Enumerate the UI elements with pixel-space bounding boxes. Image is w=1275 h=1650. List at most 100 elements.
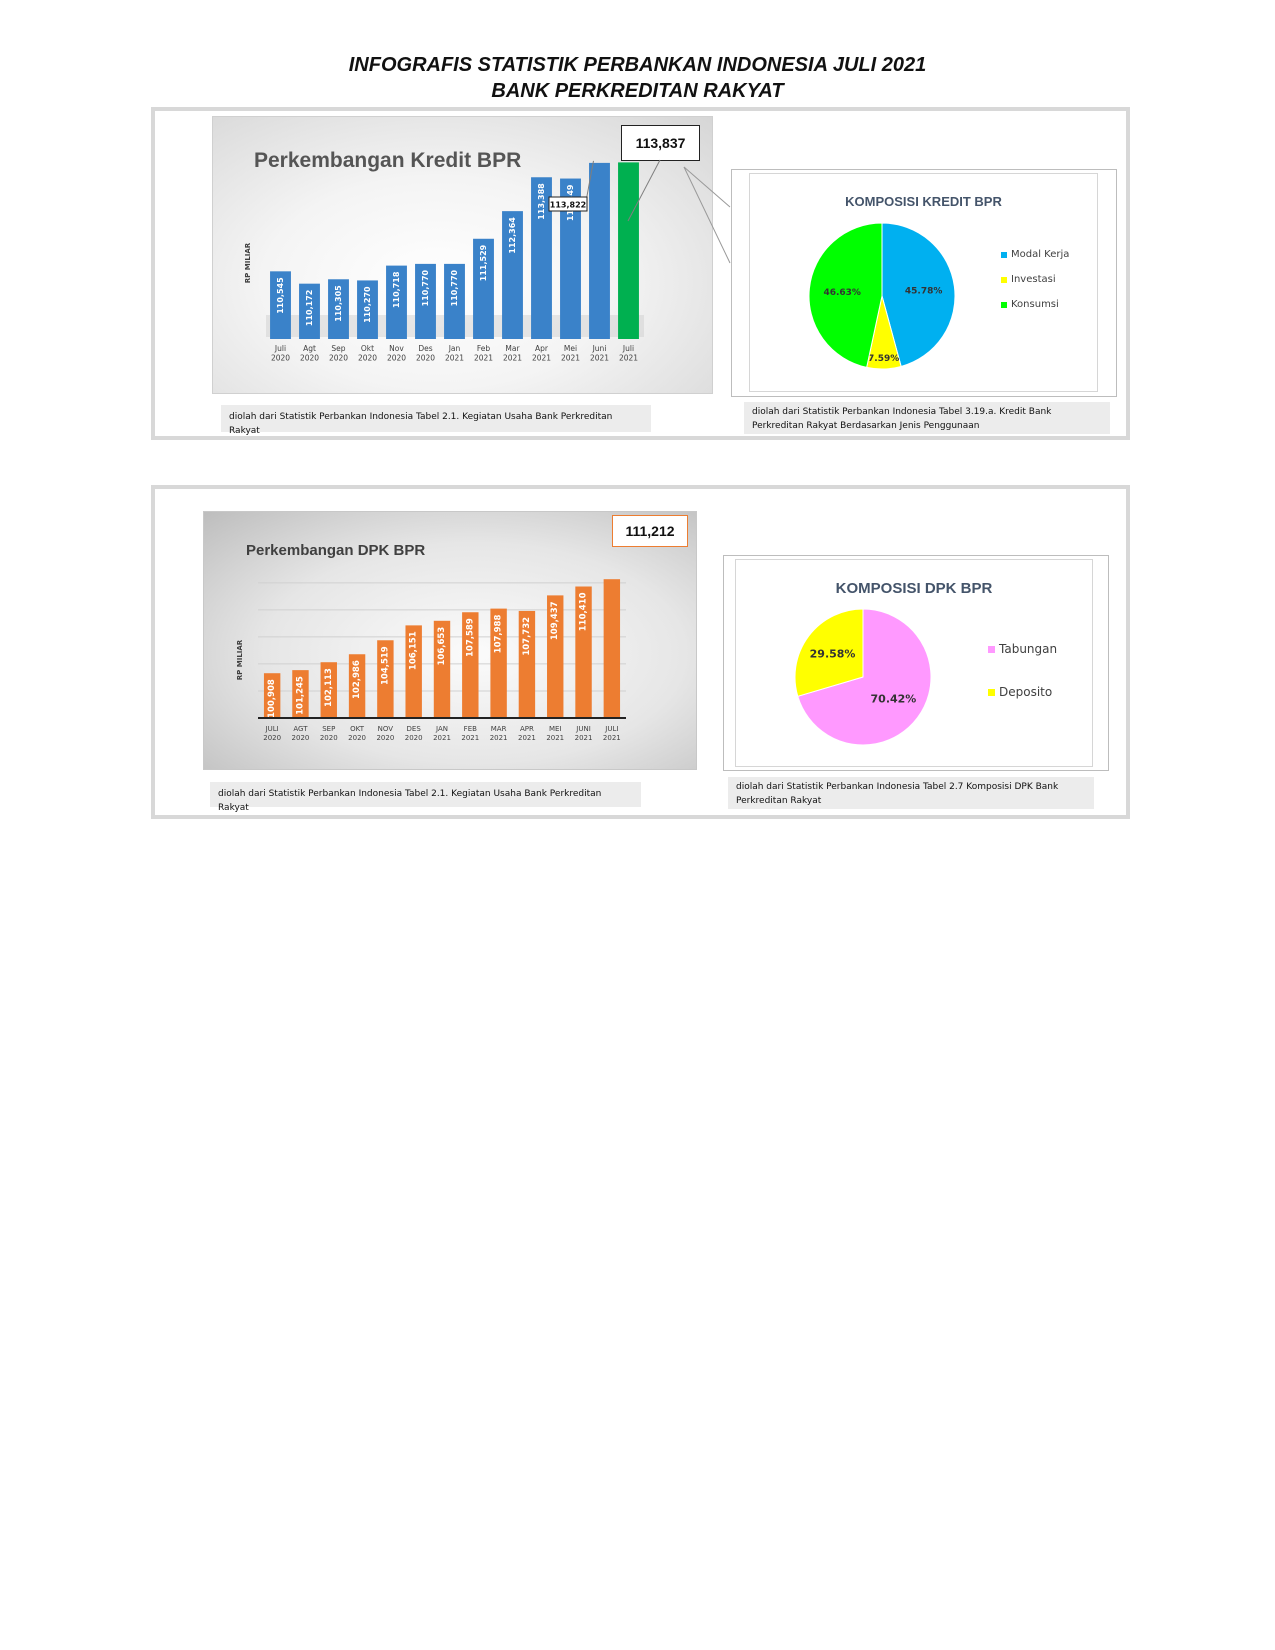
bar [292,670,309,718]
legend-swatch [988,688,995,696]
pie-data-label: 7.59% [868,354,899,364]
x-tick-label: 2021 [445,354,464,363]
bar [462,612,479,718]
pie-slice [808,222,883,368]
legend-label: Deposito [999,685,1053,699]
bar [547,595,564,718]
bar [560,178,581,339]
x-tick-label: Nov [389,344,404,353]
x-tick-label: 2021 [490,734,508,742]
legend-swatch [1001,251,1007,258]
y-axis-label: RP MILIAR [236,639,244,680]
x-tick-label: 2020 [320,734,338,742]
x-tick-label: 2020 [405,734,423,742]
data-label: 104,519 [380,646,390,685]
pie-slice [794,608,864,697]
dpk-pie-title: KOMPOSISI DPK BPR [835,580,993,597]
dpk-bar-chart: Perkembangan DPK BPR 100,908 JULI 2020 101,… [203,511,697,770]
x-tick-label: 2021 [518,734,536,742]
bar [328,279,349,339]
kredit-pie-source-note: diolah dari Statistik Perbankan Indonesi… [744,402,1110,434]
legend-label: Investasi [1011,274,1056,285]
bar [444,263,465,339]
legend-item: Deposito [988,685,1052,699]
x-tick-label: SEP [322,725,335,733]
data-label: 106,653 [437,627,447,666]
bar [320,662,337,718]
x-tick-label: OKT [350,725,365,733]
y-axis-label: RP MILIAR [244,242,252,283]
data-label: 101,245 [295,676,305,715]
bar [415,263,436,339]
x-tick-label: Sep [331,344,345,353]
x-tick-label: 2021 [603,734,621,742]
x-tick-label: 2020 [329,354,348,363]
bar [603,579,621,718]
x-tick-label: Jan [448,344,461,353]
bar [490,608,507,718]
pie-data-label: 70.42% [871,693,917,706]
x-tick-label: 2021 [433,734,451,742]
x-tick-label: FEB [464,725,477,733]
x-tick-label: MEI [549,725,562,733]
data-label: 110,545 [276,277,285,314]
legend-item: Konsumsi [1001,299,1059,310]
x-tick-label: AGT [293,725,308,733]
x-tick-label: MAR [491,725,507,733]
bar [589,162,610,339]
bar [377,640,394,718]
x-tick-label: 2020 [263,734,281,742]
x-tick-label: 2021 [546,734,564,742]
page-title: INFOGRAFIS STATISTIK PERBANKAN INDONESIA… [348,54,927,76]
x-tick-label: 2020 [292,734,310,742]
dpk-source-note: diolah dari Statistik Perbankan Indonesi… [210,782,641,813]
legend-item: Modal Kerja [1001,249,1069,260]
data-label: 107,589 [465,618,475,657]
kredit-pie-svg: 45.78% 7.59% 46.63% [808,222,956,370]
x-tick-label: 2021 [561,354,580,363]
x-tick-label: Juli [622,344,634,353]
data-label: 110,305 [334,285,343,322]
data-label: 110,770 [450,269,459,306]
dpk-chart-title: Perkembangan DPK BPR [246,542,426,559]
legend-item: Investasi [1001,274,1056,285]
x-tick-label: 2020 [387,354,406,363]
x-tick-label: 2020 [271,354,290,363]
data-label: 109,437 [550,601,560,640]
kredit-source-note: diolah dari Statistik Perbankan Indonesi… [221,405,651,436]
x-tick-label: JULI [265,725,279,733]
kredit-chart-title: Perkembangan Kredit BPR [254,149,522,172]
x-tick-label: Mei [564,344,577,353]
x-tick-label: Apr [535,344,549,353]
data-label: 107,988 [494,615,504,654]
bar [386,265,407,339]
x-tick-label: JULI [604,725,618,733]
x-tick-label: 2021 [619,354,638,363]
x-tick-label: 2021 [503,354,522,363]
x-tick-label: Des [418,344,432,353]
dpk-pie-source-note: diolah dari Statistik Perbankan Indonesi… [728,777,1094,809]
data-label: 112,364 [508,217,517,254]
data-label: 110,770 [421,269,430,306]
x-tick-label: Juni [592,344,607,353]
prev-callout-box [548,196,588,212]
legend-swatch [1001,301,1007,308]
x-tick-label: 2021 [532,354,551,363]
x-tick-label: 2020 [300,354,319,363]
pie-slice [797,608,932,746]
data-label: 106,151 [409,631,419,670]
dpk-bars-svg: 100,908JULI2020101,245AGT2020102,113SEP2… [236,579,626,742]
x-tick-label: NOV [378,725,394,733]
bar [263,673,281,718]
bar [405,625,422,718]
x-tick-label: Agt [303,344,316,353]
bar [433,620,451,718]
legend-item: Tabungan [988,642,1057,656]
bar [270,271,291,339]
x-tick-label: DES [407,725,422,733]
bar [299,283,320,339]
dpk-pie-svg: 70.42% 29.58% [794,608,932,746]
x-tick-label: Juli [274,344,286,353]
dpk-pie-frame: KOMPOSISI DPK BPR 70.42% 29.58% Tabungan D… [723,555,1109,771]
data-label: 111,529 [479,244,488,281]
